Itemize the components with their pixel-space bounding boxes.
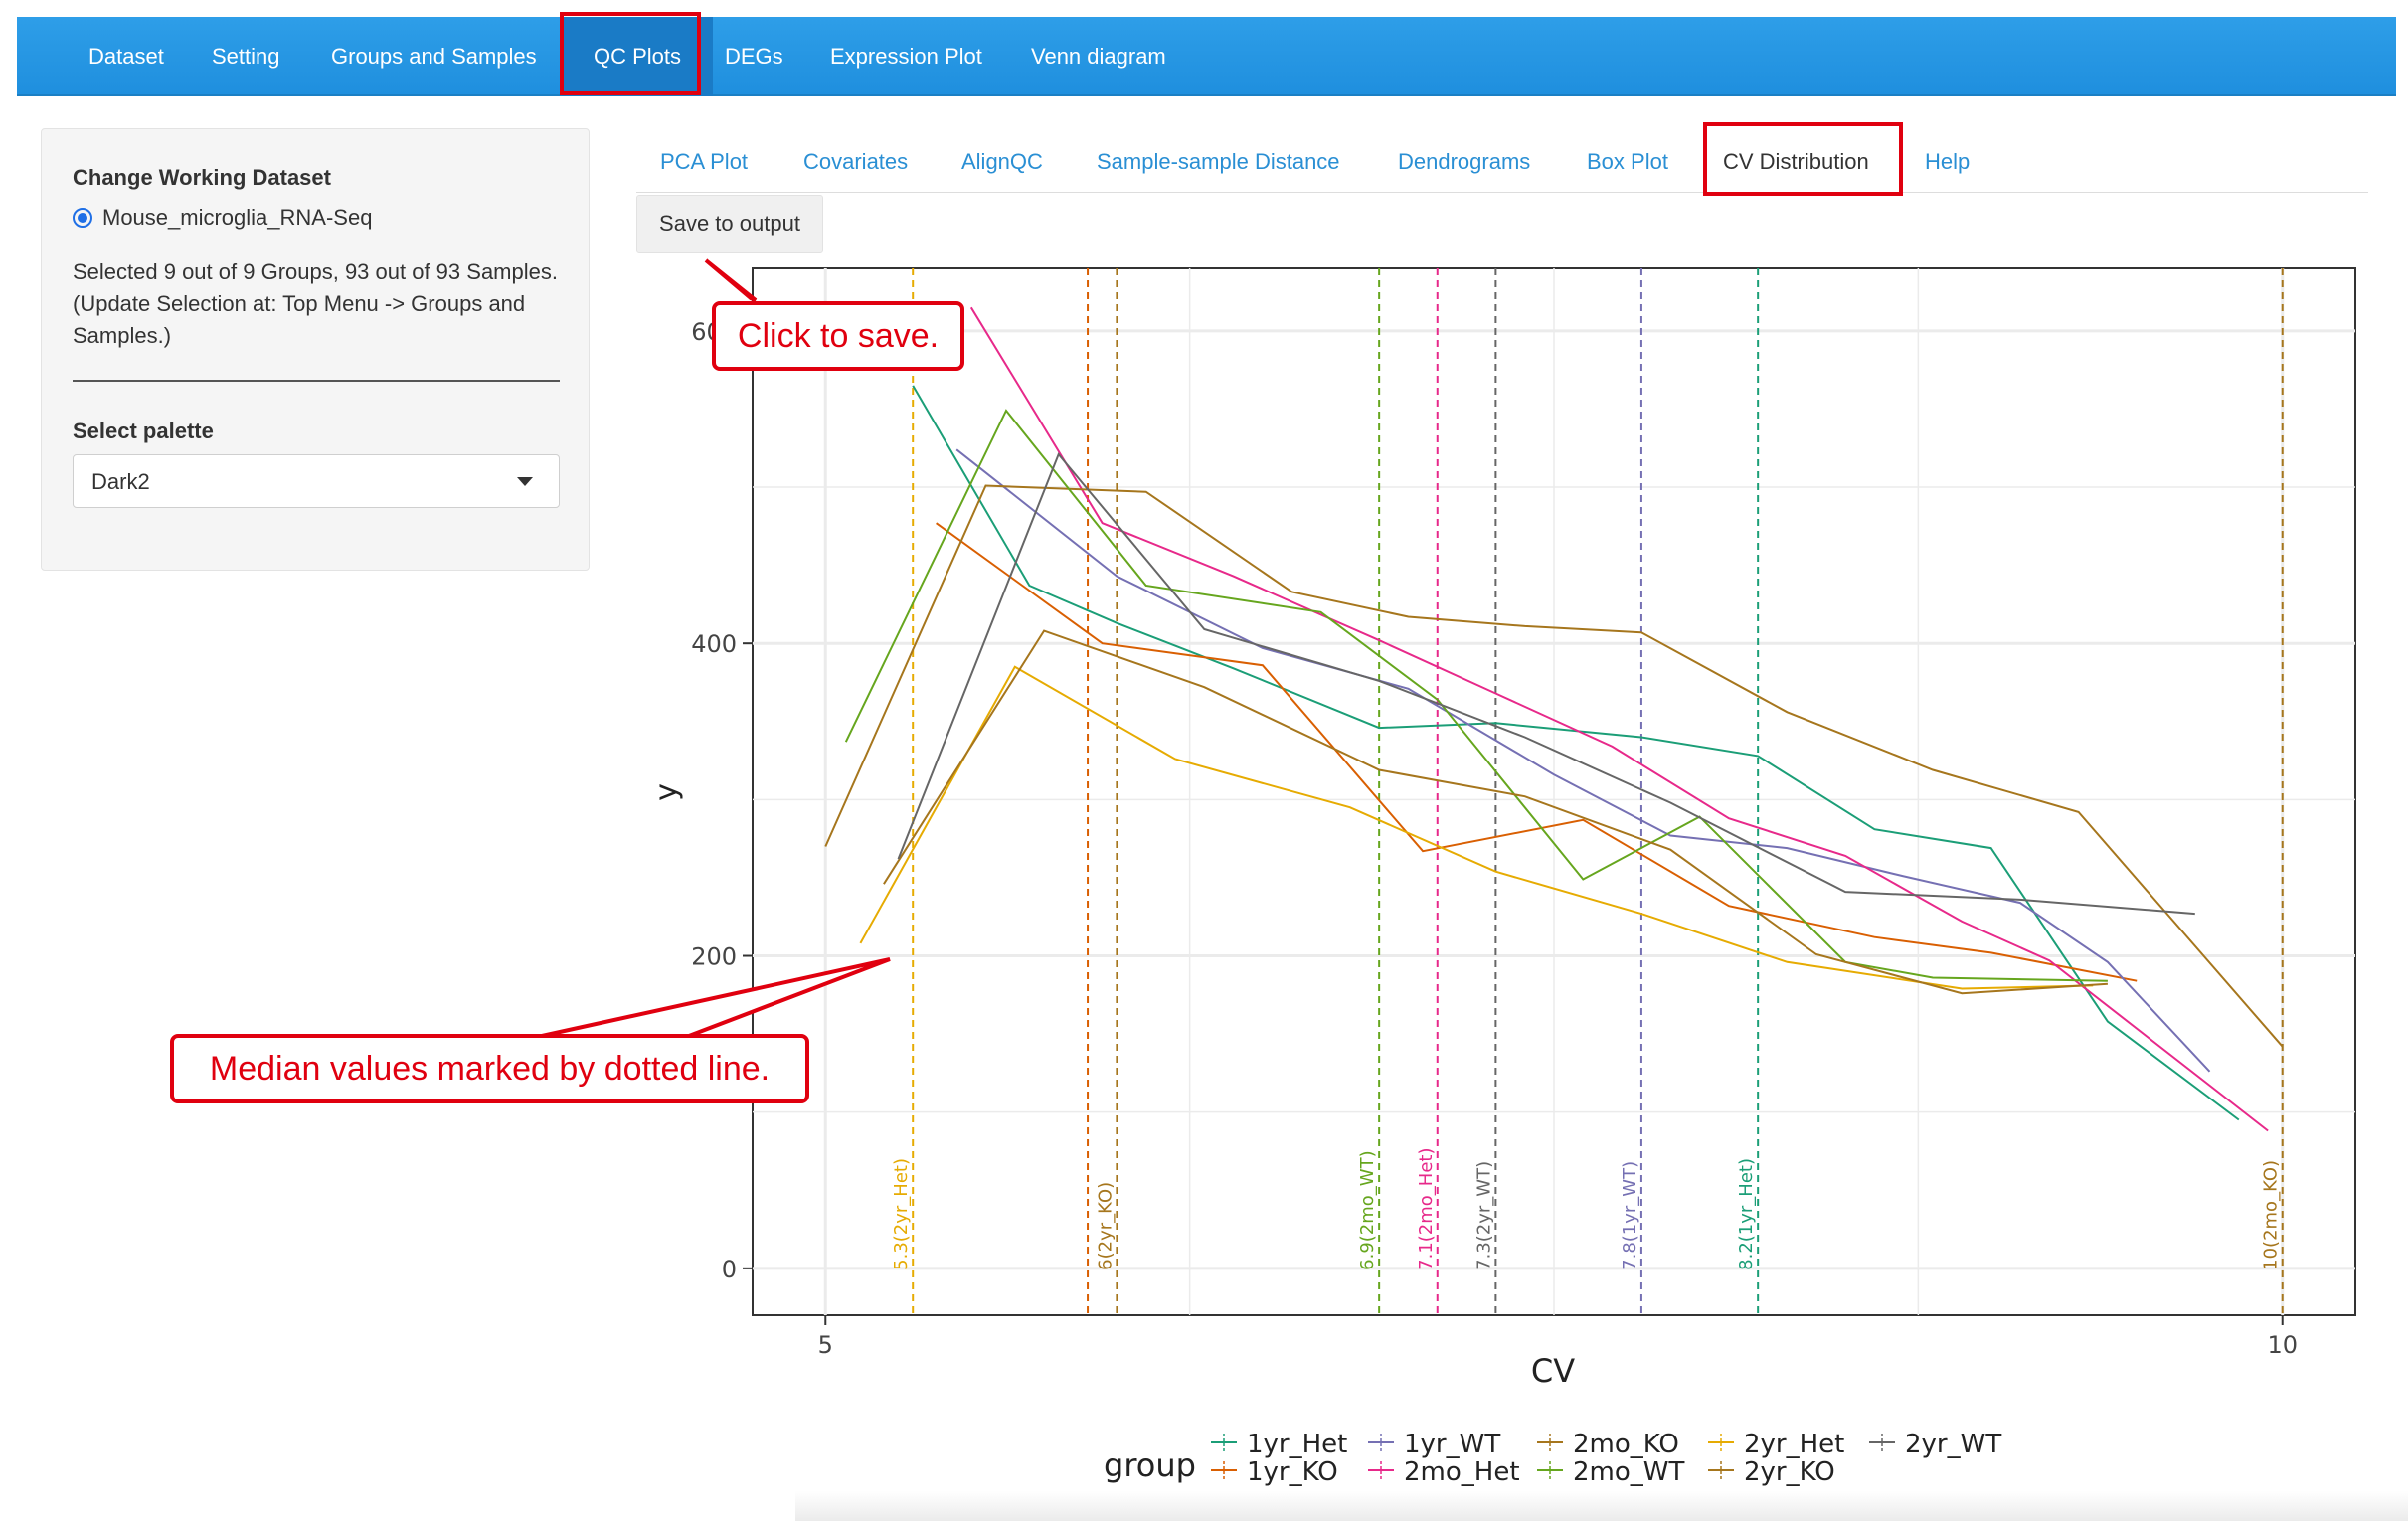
- legend-label: 2yr_WT: [1905, 1430, 2001, 1459]
- series-line: [844, 409, 2108, 982]
- selection-summary: Selected 9 out of 9 Groups, 93 out of 93…: [73, 259, 558, 348]
- y-axis-label: y: [649, 783, 684, 801]
- series-line: [936, 522, 2138, 982]
- legend-title: group: [1104, 1446, 1196, 1484]
- series-line: [824, 484, 2284, 1048]
- tab-help[interactable]: Help: [1925, 149, 1971, 174]
- nav-groups-and-samples[interactable]: Groups and Samples: [331, 44, 537, 69]
- x-tick-label: 5: [818, 1331, 833, 1359]
- radio-selected-icon[interactable]: [73, 208, 92, 228]
- legend-label: 1yr_KO: [1247, 1457, 1338, 1487]
- median-label: 7.8(1yr_WT): [1620, 1161, 1640, 1270]
- median-label: 7.1(2mo_Het): [1416, 1148, 1437, 1270]
- tab-cv-distribution[interactable]: CV Distribution: [1723, 149, 1869, 174]
- sidebar-panel: Change Working Dataset Mouse_microglia_R…: [41, 128, 590, 571]
- median-label: 8.2(1yr_Het): [1736, 1158, 1757, 1270]
- series-lines: [824, 306, 2284, 1132]
- series-line: [897, 452, 2195, 916]
- x-axis-label: CV: [1531, 1352, 1575, 1390]
- x-tick-label: 10: [2267, 1331, 2298, 1359]
- nav-expression-plot[interactable]: Expression Plot: [830, 44, 982, 69]
- series-line: [955, 448, 2211, 1073]
- nav-dataset[interactable]: Dataset: [88, 44, 164, 69]
- dataset-radio-option[interactable]: Mouse_microglia_RNA-Seq: [73, 205, 372, 231]
- legend-label: 2mo_Het: [1404, 1457, 1520, 1487]
- legend-label: 1yr_Het: [1247, 1430, 1347, 1459]
- median-callout: Median values marked by dotted line.: [170, 1034, 809, 1103]
- legend-label: 2yr_KO: [1744, 1457, 1835, 1487]
- save-arrow: [704, 258, 758, 302]
- tab-sample-distance[interactable]: Sample-sample Distance: [1097, 149, 1340, 174]
- caret-down-icon: [517, 477, 533, 486]
- top-navbar: Dataset Setting Groups and Samples QC Pl…: [17, 17, 2396, 96]
- cv-tab-highlight: [1703, 122, 1903, 196]
- series-line: [969, 306, 2269, 1132]
- y-tick-label: 0: [722, 1256, 737, 1283]
- median-label: 5.3(2yr_Het): [891, 1158, 912, 1270]
- bottom-fade: [795, 1491, 2408, 1521]
- series-line: [859, 665, 2094, 990]
- save-to-output-button[interactable]: Save to output: [636, 195, 823, 253]
- qc-subtabs: PCA Plot Covariates AlignQC Sample-sampl…: [636, 139, 2368, 193]
- tab-box-plot[interactable]: Box Plot: [1587, 149, 1668, 174]
- legend-label: 1yr_WT: [1404, 1430, 1500, 1459]
- y-tick-label: 400: [691, 630, 737, 658]
- median-label: 7.3(2yr_WT): [1473, 1161, 1494, 1270]
- palette-select[interactable]: Dark2: [73, 454, 560, 508]
- legend-label: 2mo_KO: [1573, 1430, 1679, 1459]
- median-lines: 8.2(1yr_Het) 7.8(1yr_WT) 7.1(2mo_Het) 10(2m…: [891, 268, 2284, 1315]
- median-label: 6.9(2mo_WT): [1357, 1150, 1378, 1269]
- tab-dendrograms[interactable]: Dendrograms: [1398, 149, 1531, 174]
- axes: 5100200400600: [691, 318, 2298, 1359]
- tab-covariates[interactable]: Covariates: [803, 149, 909, 174]
- y-tick-label: 200: [691, 943, 737, 971]
- save-callout: Click to save.: [712, 301, 964, 371]
- median-label: 6(2yr_KO): [1095, 1182, 1116, 1270]
- median-label: 10(2mo_KO): [2261, 1160, 2282, 1270]
- nav-degs[interactable]: DEGs: [725, 44, 783, 69]
- working-dataset-label: Change Working Dataset: [73, 165, 331, 190]
- dataset-option-label: Mouse_microglia_RNA-Seq: [102, 205, 373, 230]
- legend-label: 2yr_Het: [1744, 1430, 1844, 1459]
- tab-pca-plot[interactable]: PCA Plot: [660, 149, 749, 174]
- qc-plots-highlight: [560, 12, 701, 95]
- sidebar-divider: [73, 380, 560, 382]
- tab-alignqc[interactable]: AlignQC: [961, 149, 1043, 174]
- series-line: [883, 629, 2108, 995]
- nav-setting[interactable]: Setting: [212, 44, 280, 69]
- palette-label: Select palette: [73, 419, 214, 443]
- nav-venn-diagram[interactable]: Venn diagram: [1031, 44, 1166, 69]
- nav-qc-plots[interactable]: QC Plots: [562, 17, 713, 96]
- palette-selected-value: Dark2: [91, 469, 150, 494]
- series-line: [912, 385, 2240, 1121]
- legend-label: 2mo_WT: [1573, 1457, 1684, 1487]
